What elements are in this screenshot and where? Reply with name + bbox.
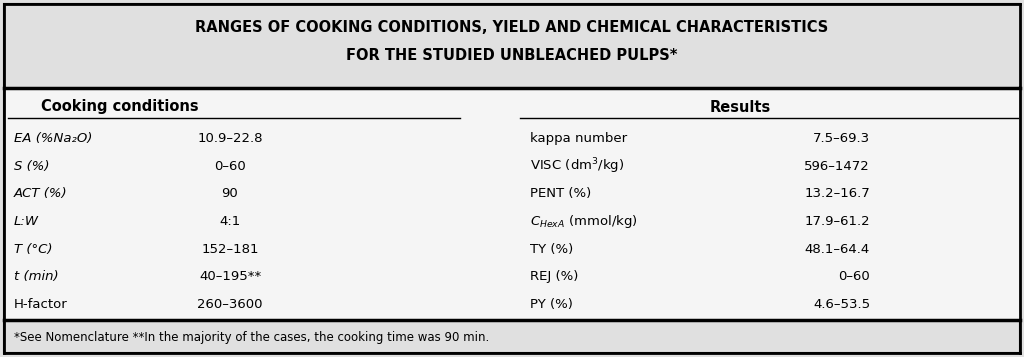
Text: 0–60: 0–60 xyxy=(839,270,870,283)
Text: 48.1–64.4: 48.1–64.4 xyxy=(805,242,870,256)
Text: PENT (%): PENT (%) xyxy=(530,187,591,200)
Text: 13.2–16.7: 13.2–16.7 xyxy=(804,187,870,200)
Text: 152–181: 152–181 xyxy=(202,242,259,256)
Text: TY (%): TY (%) xyxy=(530,242,573,256)
Text: L:W: L:W xyxy=(14,215,39,228)
Bar xyxy=(4,4,1020,86)
Text: 17.9–61.2: 17.9–61.2 xyxy=(805,215,870,228)
Text: PY (%): PY (%) xyxy=(530,298,572,311)
Text: FOR THE STUDIED UNBLEACHED PULPS*: FOR THE STUDIED UNBLEACHED PULPS* xyxy=(346,49,678,64)
Text: S (%): S (%) xyxy=(14,160,49,173)
Bar xyxy=(4,88,1020,320)
Text: 90: 90 xyxy=(221,187,239,200)
Text: 4.6–53.5: 4.6–53.5 xyxy=(813,298,870,311)
Text: RANGES OF COOKING CONDITIONS, YIELD AND CHEMICAL CHARACTERISTICS: RANGES OF COOKING CONDITIONS, YIELD AND … xyxy=(196,20,828,35)
Text: 260–3600: 260–3600 xyxy=(198,298,263,311)
Text: 40–195**: 40–195** xyxy=(199,270,261,283)
Text: Cooking conditions: Cooking conditions xyxy=(41,100,199,115)
Text: T (°C): T (°C) xyxy=(14,242,52,256)
Text: REJ (%): REJ (%) xyxy=(530,270,579,283)
Text: Results: Results xyxy=(710,100,771,115)
Text: H-factor: H-factor xyxy=(14,298,68,311)
Text: VISC (dm$^{3}$/kg): VISC (dm$^{3}$/kg) xyxy=(530,157,625,176)
Text: EA (%Na₂O): EA (%Na₂O) xyxy=(14,132,92,145)
Text: 4:1: 4:1 xyxy=(219,215,241,228)
Text: 7.5–69.3: 7.5–69.3 xyxy=(813,132,870,145)
Text: ACT (%): ACT (%) xyxy=(14,187,68,200)
Text: 0–60: 0–60 xyxy=(214,160,246,173)
Text: t (min): t (min) xyxy=(14,270,58,283)
Text: 10.9–22.8: 10.9–22.8 xyxy=(198,132,263,145)
Text: 596–1472: 596–1472 xyxy=(804,160,870,173)
Text: *See Nomenclature **In the majority of the cases, the cooking time was 90 min.: *See Nomenclature **In the majority of t… xyxy=(14,332,489,345)
Text: $\mathit{C}_{\mathit{HexA}}$ (mmol/kg): $\mathit{C}_{\mathit{HexA}}$ (mmol/kg) xyxy=(530,213,638,230)
Text: kappa number: kappa number xyxy=(530,132,627,145)
